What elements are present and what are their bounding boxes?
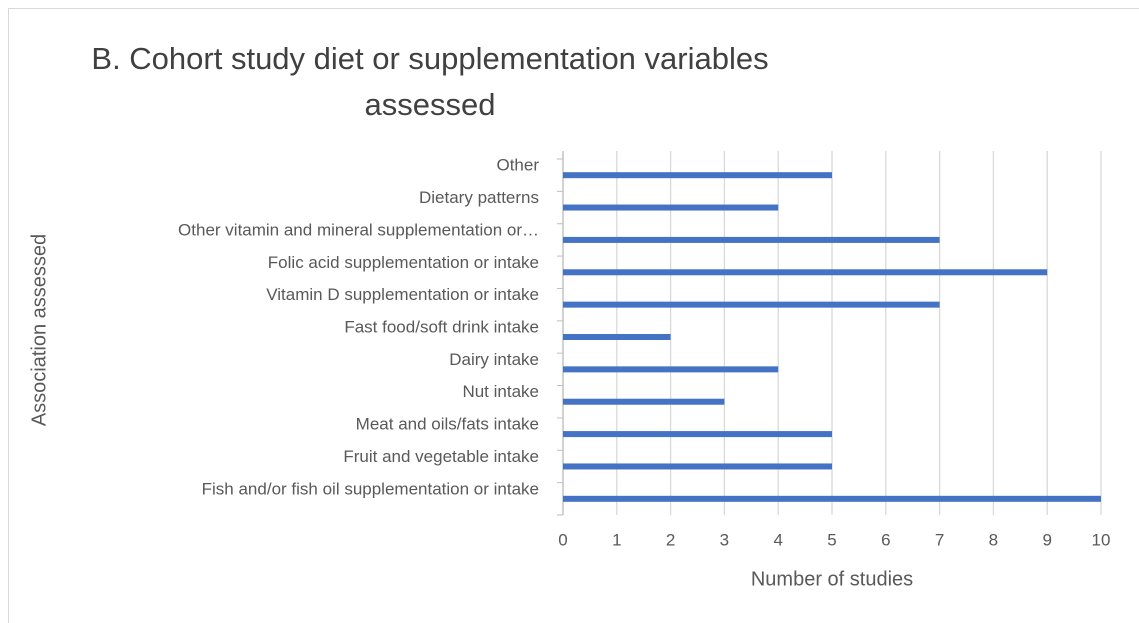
y-axis-label: Association assessed [28,234,50,426]
bar [563,236,940,243]
x-tick-label: 2 [666,530,675,549]
bar [563,431,832,438]
y-tick-label: Other vitamin and mineral supplementatio… [178,220,539,239]
bar [563,366,779,373]
bar [563,204,779,211]
bar [563,301,940,308]
x-tick-label: 4 [773,530,782,549]
x-tick-label: 7 [935,530,944,549]
bar [563,463,832,470]
x-tick-label: 0 [558,530,567,549]
y-tick-label: Vitamin D supplementation or intake [266,285,539,304]
bar [563,269,1048,276]
x-axis-label: Number of studies [751,568,913,590]
chart-border [8,8,1139,623]
x-tick-label: 9 [1042,530,1051,549]
y-tick-label: Meat and oils/fats intake [356,415,539,434]
y-tick-label: Nut intake [462,382,539,401]
bar [563,398,725,405]
y-tick-label: Dietary patterns [419,188,539,207]
bar [563,334,671,340]
y-tick-label: Fish and/or fish oil supplementation or … [202,479,539,498]
y-tick-label: Fast food/soft drink intake [344,317,539,336]
chart-title: B. Cohort study diet or supplementation … [91,41,769,122]
x-tick-label: 1 [612,530,621,549]
y-tick-label: Folic acid supplementation or intake [268,253,539,272]
x-tick-label: 8 [989,530,998,549]
y-tick-label: Dairy intake [449,350,539,369]
bar [563,495,1101,502]
x-tick-label: 10 [1092,530,1111,549]
x-tick-label: 3 [720,530,729,549]
y-tick-label: Other [496,156,539,175]
bar [563,172,832,179]
x-tick-label: 5 [827,530,836,549]
y-tick-label: Fruit and vegetable intake [343,447,539,466]
x-tick-label: 6 [881,530,890,549]
